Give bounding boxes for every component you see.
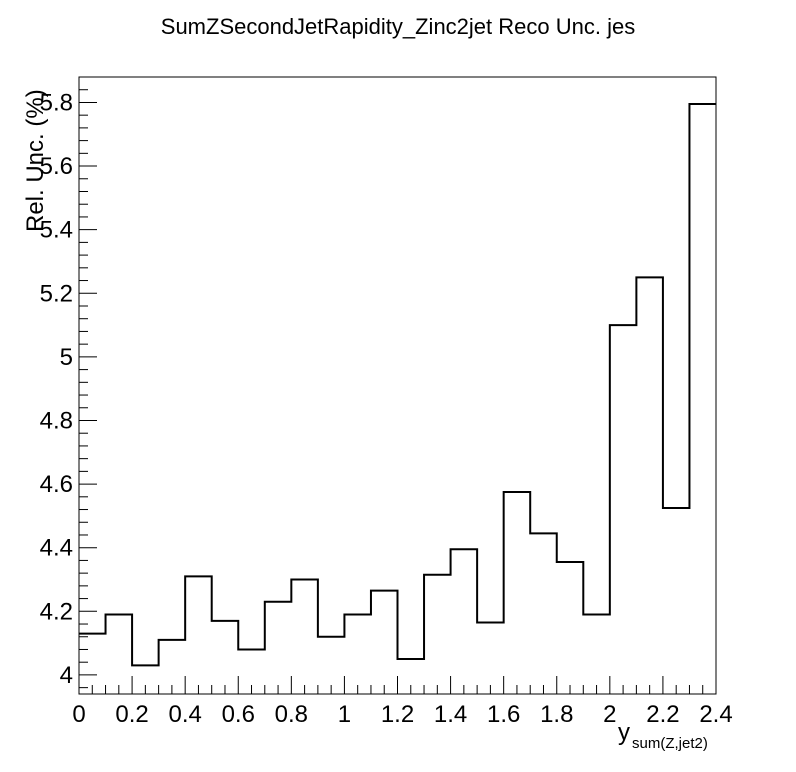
axis-ticks	[78, 76, 717, 694]
chart-title: SumZSecondJetRapidity_Zinc2jet Reco Unc.…	[161, 14, 635, 39]
x-axis-label: y sum(Z,jet2)	[618, 719, 708, 752]
x-tick-labels: 0 0.2 0.4 0.6 0.8 1 1.2 1.4 1.6 1.8 2 2.2 2.4	[72, 701, 732, 728]
y-tick-label: 5.8	[40, 89, 73, 116]
y-tick-label: 4	[60, 662, 73, 689]
x-tick-label: 1.6	[487, 701, 520, 728]
x-tick-label: 0.8	[275, 701, 308, 728]
x-tick-label: 1.8	[540, 701, 573, 728]
x-axis-label-subscript: sum(Z,jet2)	[632, 735, 708, 752]
y-tick-label: 4.6	[40, 471, 73, 498]
y-tick-label: 5.2	[40, 280, 73, 307]
y-tick-label: 5.6	[40, 153, 73, 180]
x-tick-label: 2.4	[699, 701, 732, 728]
x-tick-label: 1	[338, 701, 351, 728]
y-tick-labels: 4 4.2 4.4 4.6 4.8 5 5.2 5.4 5.6 5.8	[40, 89, 73, 688]
y-tick-label: 5	[60, 344, 73, 371]
x-tick-label: 0.4	[168, 701, 201, 728]
x-tick-label: 2.2	[646, 701, 679, 728]
x-tick-label: 0	[72, 701, 85, 728]
x-tick-label: 0.6	[222, 701, 255, 728]
x-tick-label: 2	[603, 701, 616, 728]
x-axis-label-main: y	[618, 719, 630, 746]
y-axis-label: Rel. Unc. (%)	[22, 89, 49, 232]
x-tick-label: 1.2	[381, 701, 414, 728]
y-tick-label: 5.4	[40, 217, 73, 244]
y-tick-label: 4.4	[40, 535, 73, 562]
histogram-line	[79, 103, 716, 667]
y-tick-label: 4.8	[40, 407, 73, 434]
y-tick-label: 4.2	[40, 598, 73, 625]
x-tick-label: 1.4	[434, 701, 467, 728]
x-tick-label: 0.2	[115, 701, 148, 728]
